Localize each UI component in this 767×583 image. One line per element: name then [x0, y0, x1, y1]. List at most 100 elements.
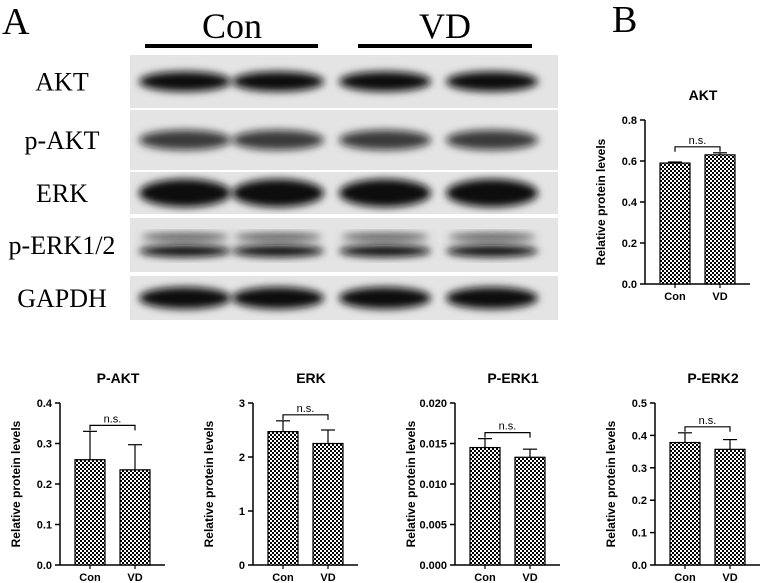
chart-title: P-ERK1 [487, 370, 539, 386]
significance-label: n.s. [699, 415, 717, 427]
y-tick-label: 0.0 [622, 279, 637, 291]
bar [514, 456, 546, 566]
y-axis-label: Relative protein levels [604, 420, 618, 547]
band [339, 287, 431, 309]
group-label: VD [419, 6, 471, 46]
y-tick-label: 0.4 [622, 197, 638, 209]
bar [704, 154, 736, 285]
significance-label: n.s. [297, 403, 315, 415]
band-label: p-AKT [24, 126, 99, 155]
chart-title: P-ERK2 [687, 370, 739, 386]
bar [74, 459, 106, 566]
band-label: ERK [36, 179, 88, 208]
significance-bracket [684, 426, 731, 432]
y-tick-label: 0.000 [419, 560, 447, 572]
x-tick-label: VD [712, 291, 727, 303]
y-tick-label: 2 [239, 452, 245, 464]
bar [659, 162, 691, 285]
y-axis-label: Relative protein levels [404, 420, 418, 547]
band [446, 71, 538, 92]
y-tick-label: 0.005 [419, 520, 447, 532]
y-tick-label: 0 [239, 560, 245, 572]
band [139, 245, 231, 257]
band [232, 245, 324, 257]
western-blot [130, 55, 558, 320]
significance-bracket [282, 414, 329, 420]
y-tick-label: 0.8 [622, 115, 637, 127]
significance-bracket [89, 424, 136, 431]
band [234, 233, 322, 241]
band [446, 287, 538, 309]
panel-label: A [2, 1, 30, 43]
y-tick-label: 0.015 [419, 439, 447, 451]
y-axis-label: Relative protein levels [9, 420, 23, 547]
band [232, 130, 324, 150]
chart-title: AKT [689, 87, 718, 103]
band-label: AKT [35, 68, 89, 97]
y-tick-label: 0.0 [37, 560, 52, 572]
band [339, 71, 431, 92]
x-tick-label: Con [674, 572, 696, 583]
band [446, 179, 538, 207]
panel-label: B [612, 0, 637, 41]
y-tick-label: 0.4 [632, 430, 648, 442]
band-label: p-ERK1/2 [9, 231, 116, 260]
x-tick-label: VD [127, 572, 142, 583]
bar [669, 441, 701, 566]
band [141, 233, 229, 241]
significance-bracket [484, 432, 531, 438]
y-tick-label: 1 [239, 506, 245, 518]
x-tick-label: Con [79, 572, 101, 583]
x-tick-label: VD [320, 572, 335, 583]
x-tick-label: Con [474, 572, 496, 583]
chart-title: ERK [296, 370, 326, 386]
significance-label: n.s. [104, 413, 122, 425]
bar [119, 469, 151, 566]
band [446, 245, 538, 257]
y-axis-label: Relative protein levels [594, 138, 608, 265]
significance-label: n.s. [499, 421, 517, 433]
blot-strip [130, 218, 558, 272]
y-tick-label: 0.2 [632, 495, 647, 507]
y-tick-label: 0.1 [37, 520, 52, 532]
band [232, 71, 324, 92]
band-label: GAPDH [17, 284, 107, 313]
y-tick-label: 0.5 [632, 398, 647, 410]
x-tick-label: VD [522, 572, 537, 583]
band [232, 179, 324, 207]
x-tick-label: VD [722, 572, 737, 583]
x-tick-label: Con [272, 572, 294, 583]
x-tick-label: Con [664, 291, 686, 303]
bar [312, 442, 344, 566]
band [339, 130, 431, 150]
y-tick-label: 0.4 [37, 398, 53, 410]
band [339, 179, 431, 207]
chart-title: P-AKT [97, 370, 140, 386]
bar [469, 446, 501, 566]
band [139, 287, 231, 309]
band [139, 71, 231, 92]
y-tick-label: 3 [239, 398, 245, 410]
significance-label: n.s. [689, 135, 707, 147]
bar [714, 448, 746, 566]
band [446, 130, 538, 150]
y-tick-label: 0.0 [632, 560, 647, 572]
band [139, 179, 231, 207]
significance-bracket [674, 146, 721, 152]
y-tick-label: 0.3 [632, 463, 647, 475]
band [448, 233, 536, 241]
y-tick-label: 0.2 [622, 238, 637, 250]
y-tick-label: 0.010 [419, 479, 447, 491]
band [232, 287, 324, 309]
y-tick-label: 0.3 [37, 439, 52, 451]
y-axis-label: Relative protein levels [202, 420, 216, 547]
y-tick-label: 0.1 [632, 528, 647, 540]
band [339, 245, 431, 257]
y-tick-label: 0.6 [622, 156, 637, 168]
bar [267, 431, 299, 566]
band [139, 130, 231, 150]
band [341, 233, 429, 241]
group-label: Con [202, 6, 262, 46]
y-tick-label: 0.2 [37, 479, 52, 491]
